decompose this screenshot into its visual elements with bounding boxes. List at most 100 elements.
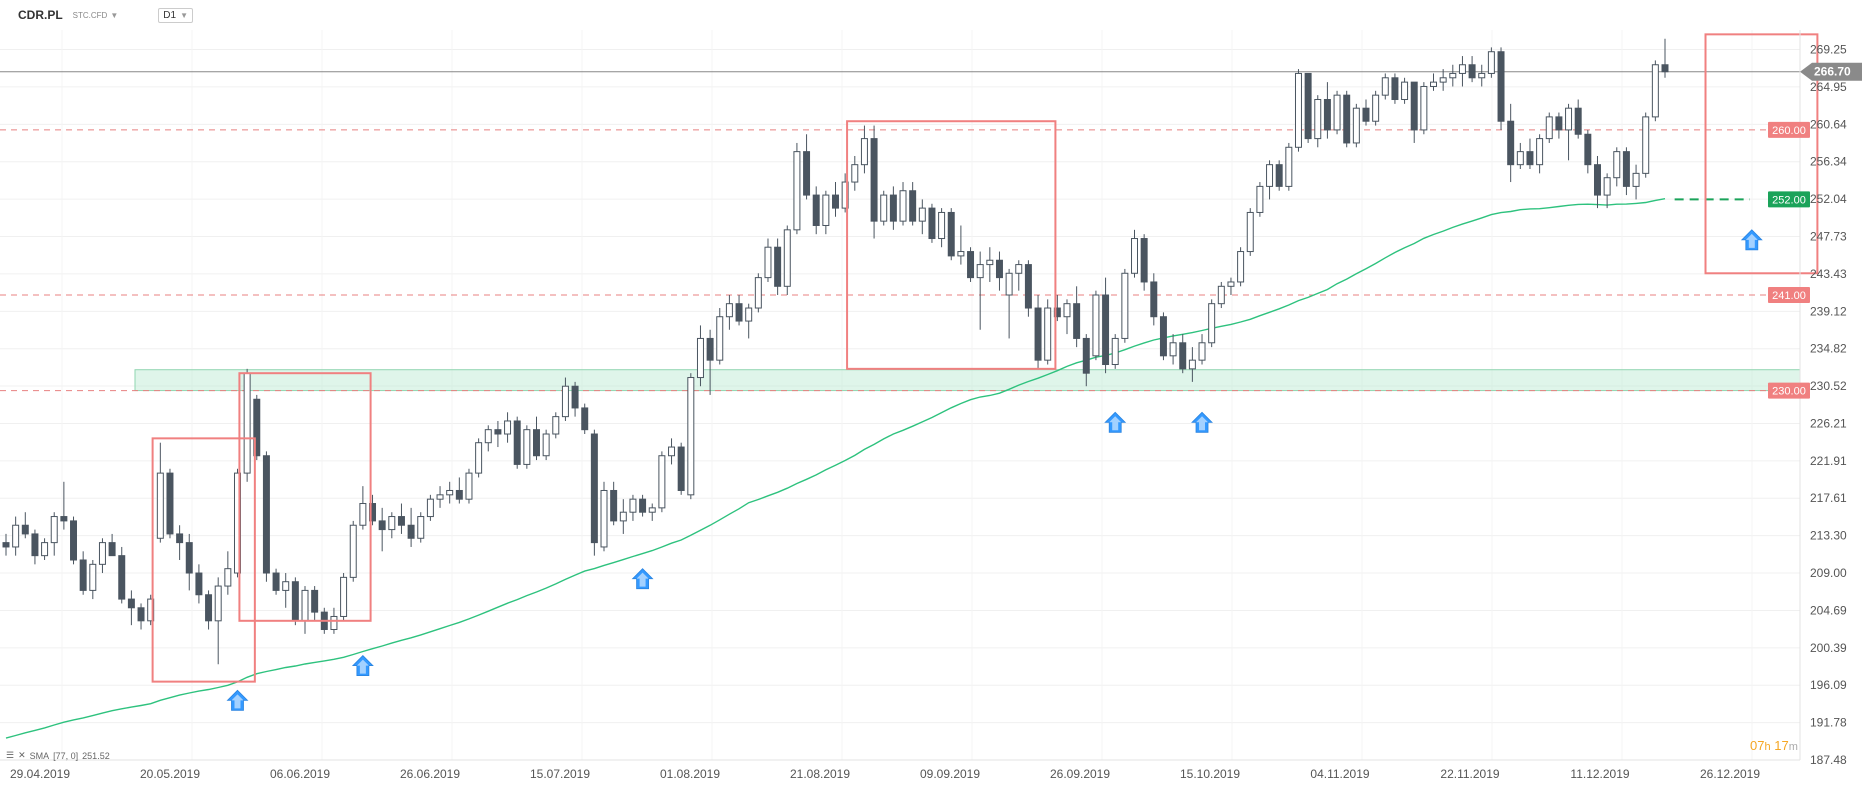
candle-body xyxy=(147,598,155,622)
candle-body xyxy=(108,542,116,557)
countdown-minutes-unit: m xyxy=(1788,741,1798,753)
candle-body xyxy=(1603,177,1611,196)
candle-body xyxy=(1053,307,1061,318)
candle-body xyxy=(880,194,888,222)
price-tick-label: 247.73 xyxy=(1810,230,1847,244)
up-arrow-icon xyxy=(351,654,374,676)
candle-bullish xyxy=(938,208,946,248)
sma-line xyxy=(5,198,1666,739)
level-tag-bg xyxy=(1768,382,1810,399)
candle-bearish xyxy=(369,494,377,526)
candle-bullish xyxy=(1237,247,1245,287)
candle-bullish xyxy=(1169,334,1177,365)
candle-body xyxy=(494,429,502,435)
candle-body xyxy=(311,589,319,613)
candle-bullish xyxy=(475,438,483,478)
candle-bearish xyxy=(803,134,811,200)
current-price-tag-text: 266.70 xyxy=(1814,65,1851,79)
price-tick-label: 226.21 xyxy=(1810,416,1847,430)
indicator-close-icon[interactable]: ✕ xyxy=(18,750,26,760)
candle-body xyxy=(1063,303,1071,318)
candle-bearish xyxy=(1410,81,1418,143)
candle-body xyxy=(1545,116,1553,140)
candle-bullish xyxy=(687,373,695,500)
up-arrow-highlight xyxy=(1745,233,1758,248)
candle-bearish xyxy=(1082,334,1090,387)
timeframe-selector[interactable]: D1 ▼ xyxy=(158,7,193,23)
candle-bullish xyxy=(98,538,106,574)
candle-bullish xyxy=(1516,142,1524,170)
candle-body xyxy=(1266,164,1274,187)
candle-body xyxy=(330,615,338,631)
candle-body xyxy=(677,446,685,491)
candle-bullish xyxy=(1111,334,1119,369)
time-tick-label: 06.06.2019 xyxy=(270,767,330,781)
candle-bearish xyxy=(590,429,598,556)
candle-body xyxy=(127,598,135,609)
annotation-boxes xyxy=(151,33,1819,683)
candle-body xyxy=(185,542,193,574)
indicator-settings-icon[interactable]: ☰ xyxy=(6,750,15,760)
candle-body xyxy=(851,164,859,183)
candle-body xyxy=(639,498,647,513)
candle-bearish xyxy=(262,451,270,582)
candle-bearish xyxy=(1304,72,1312,143)
candle-bearish xyxy=(571,381,579,417)
current-price-tag: 266.70 xyxy=(1800,62,1862,81)
annotation-box xyxy=(1704,33,1819,275)
candle-body xyxy=(262,455,270,574)
up-arrow-icon xyxy=(1191,411,1213,433)
chart-grid xyxy=(0,30,1800,761)
candle-body xyxy=(1024,264,1032,309)
candle-bullish xyxy=(658,451,666,513)
candle-bullish xyxy=(1458,56,1466,87)
candle-bearish xyxy=(108,533,116,557)
annotation-box xyxy=(151,437,256,683)
candle-bearish xyxy=(205,590,213,630)
candle-body xyxy=(233,472,241,574)
candle-body xyxy=(706,337,714,361)
candle-body xyxy=(976,264,984,279)
candle-bullish xyxy=(1372,90,1380,126)
timeframe-label: D1 xyxy=(163,9,177,21)
candle-body xyxy=(812,194,820,226)
price-axis[interactable]: 269.25 264.95 260.64 256.34 252.04 247.73 243.… xyxy=(1768,30,1862,767)
time-tick-label: 15.07.2019 xyxy=(530,767,590,781)
candle-bearish xyxy=(812,186,820,235)
candle-bullish xyxy=(619,499,627,534)
candle-body xyxy=(1497,51,1505,122)
candle-bullish xyxy=(1536,134,1544,174)
candle-bearish xyxy=(1593,155,1601,209)
candle-body xyxy=(1622,151,1630,187)
candle-body xyxy=(947,211,955,257)
candle-bullish xyxy=(1565,103,1573,161)
candle-body xyxy=(1468,64,1476,79)
instrument-type-selector[interactable]: STC.CFD ▼ xyxy=(73,11,119,20)
candle-bullish xyxy=(851,155,859,191)
time-axis[interactable]: 29.04.2019 20.05.2019 06.06.2019 26.06.2019… xyxy=(0,759,1800,781)
candle-bearish xyxy=(311,586,319,621)
candle-body xyxy=(1131,238,1138,274)
horizontal-levels xyxy=(0,71,1800,392)
candle-bullish xyxy=(725,294,733,330)
candle-bearish xyxy=(176,525,184,560)
time-tick-label: 29.04.2019 xyxy=(10,767,70,781)
candle-bullish xyxy=(1131,229,1138,278)
candle-bullish xyxy=(156,442,164,543)
candle-body xyxy=(1294,72,1302,148)
candle-body xyxy=(745,307,753,322)
candle-body xyxy=(176,533,184,544)
candle-bullish xyxy=(1246,208,1254,256)
candle-body xyxy=(1044,307,1052,361)
price-tick-label: 252.04 xyxy=(1810,192,1847,206)
candle-bullish xyxy=(426,494,434,521)
candle-bearish xyxy=(1362,99,1370,126)
candle-body xyxy=(1487,51,1495,74)
candle-body xyxy=(1073,303,1081,339)
candle-bullish xyxy=(899,182,907,226)
candle-bearish xyxy=(166,468,174,539)
candle-bullish xyxy=(1430,73,1438,91)
candle-body xyxy=(918,207,926,222)
candle-bullish xyxy=(446,481,454,504)
